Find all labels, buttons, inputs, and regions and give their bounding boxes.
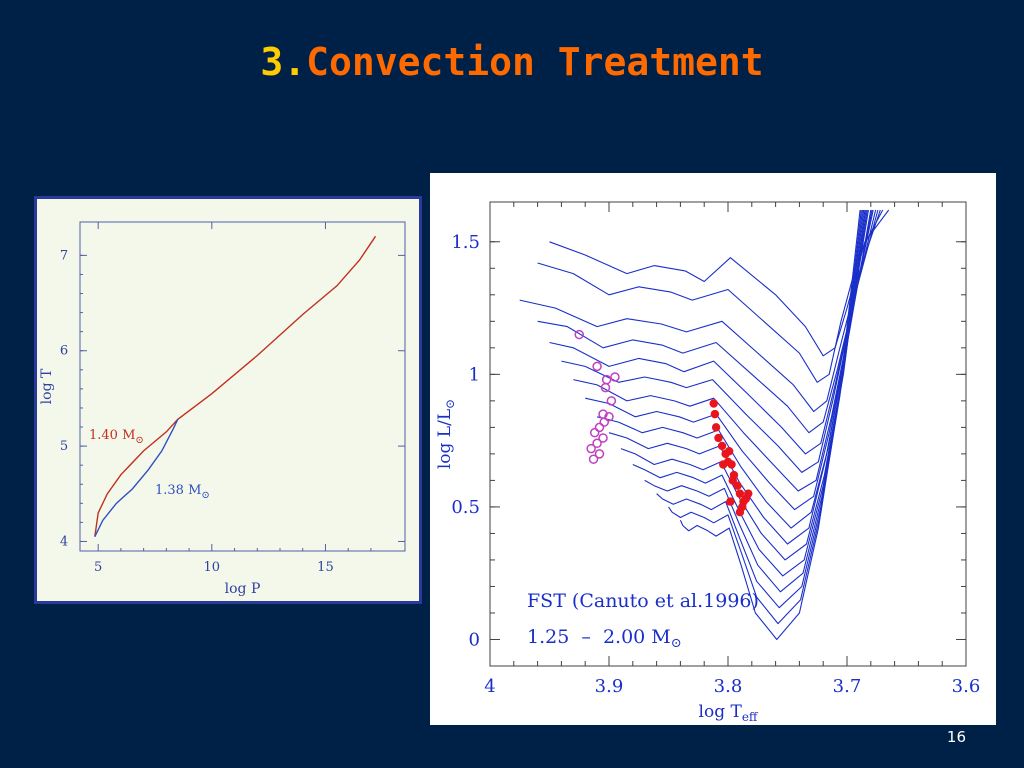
x-tick-label: 15 xyxy=(317,560,334,575)
observed-star-filled xyxy=(710,409,720,419)
evolution-track-15 xyxy=(668,209,862,625)
x-axis-label: log Teff xyxy=(699,702,759,724)
observed-star-filled xyxy=(709,399,718,408)
observed-star-open xyxy=(600,382,611,393)
observed-star-open xyxy=(604,412,614,422)
logt-logp-chart: 5 10 15 4 5 6 7 log P log T 1.40 M⊙ 1.38 M⊙ xyxy=(39,221,406,597)
evolution-track-7 xyxy=(573,209,873,492)
annotation-mass-range: 1.25 – 2.00 M⊙ xyxy=(527,626,682,651)
annotation-method: FST (Canuto et al.1996) xyxy=(527,590,759,612)
evolution-track-4 xyxy=(537,209,879,434)
observed-star-filled xyxy=(726,497,735,506)
observed-star-filled xyxy=(719,460,728,469)
page-number: 16 xyxy=(946,728,966,746)
observed-star-open xyxy=(574,329,584,340)
observed-star-open xyxy=(592,438,602,449)
evolution-track-5 xyxy=(549,209,877,455)
evolution-track-3 xyxy=(519,209,881,413)
x-axis-label: log P xyxy=(225,581,261,597)
evolution-track-1 xyxy=(549,209,890,357)
observed-star-filled xyxy=(724,447,734,456)
x-tick-label: 3.8 xyxy=(714,676,743,697)
y-tick-label: 7 xyxy=(60,248,68,263)
evolution-track-8 xyxy=(585,209,872,511)
observed-star-open xyxy=(589,427,600,438)
evolution-track-16 xyxy=(679,209,861,641)
y-tick-label: 5 xyxy=(60,439,68,454)
left-chart-panel: 5 10 15 4 5 6 7 log P log T 1.40 M⊙ 1.38 M⊙ xyxy=(34,196,422,604)
x-tick-label: 5 xyxy=(94,560,102,575)
evolution-track-12 xyxy=(632,209,866,577)
y-axis-label: log T xyxy=(39,368,55,404)
y-tick-label: 0 xyxy=(469,629,480,650)
observed-star-filled xyxy=(735,508,745,517)
series-label-2: 1.38 M⊙ xyxy=(155,483,210,501)
observed-star-open xyxy=(592,361,602,372)
evolution-track-6 xyxy=(561,209,874,473)
x-tick-label: 3.6 xyxy=(952,676,981,697)
y-tick-label: 0.5 xyxy=(451,497,480,518)
x-tick-label: 10 xyxy=(204,560,221,575)
y-axis-label: log L/L⊙ xyxy=(435,399,457,469)
observed-star-filled xyxy=(717,441,727,451)
observed-star-filled xyxy=(728,476,737,485)
evolution-track-14 xyxy=(656,209,864,609)
series-label-1: 1.40 M⊙ xyxy=(89,428,144,446)
observed-star-open xyxy=(588,454,599,464)
series-line-1 xyxy=(94,235,377,537)
y-tick-label: 4 xyxy=(60,534,68,549)
plot-frame xyxy=(79,221,406,552)
y-tick-label: 6 xyxy=(60,344,68,359)
y-tick-label: 1.5 xyxy=(451,232,480,253)
right-chart-panel: 4 3.9 3.8 3.7 3.6 0 0.5 1 1.5 log Teff log L/L⊙ FST… xyxy=(430,173,996,725)
observed-star-filled xyxy=(744,489,753,498)
observed-star-open xyxy=(598,433,608,443)
title-number: 3. xyxy=(260,40,307,84)
y-tick-label: 1 xyxy=(469,364,480,385)
x-tick-label: 3.7 xyxy=(833,676,862,697)
slide-title: 3.Convection Treatment xyxy=(0,40,1024,84)
observed-star-filled xyxy=(711,423,721,432)
observed-star-filled xyxy=(714,433,723,443)
x-tick-label: 3.9 xyxy=(595,676,624,697)
observed-star-open xyxy=(594,449,605,459)
series-line-2 xyxy=(94,419,179,538)
observed-star-open xyxy=(599,417,609,427)
observed-star-open xyxy=(594,422,605,433)
observed-star-open xyxy=(610,372,620,382)
evolution-track-2 xyxy=(537,209,884,383)
title-text: Convection Treatment xyxy=(306,40,764,84)
x-tick-label: 4 xyxy=(484,676,495,697)
evolution-track-13 xyxy=(644,209,865,593)
observed-star-open xyxy=(586,443,596,454)
hr-diagram-chart: 4 3.9 3.8 3.7 3.6 0 0.5 1 1.5 log Teff log L/L⊙ FST… xyxy=(435,201,981,724)
observed-star-open xyxy=(606,396,617,406)
observed-star-filled xyxy=(735,489,745,498)
